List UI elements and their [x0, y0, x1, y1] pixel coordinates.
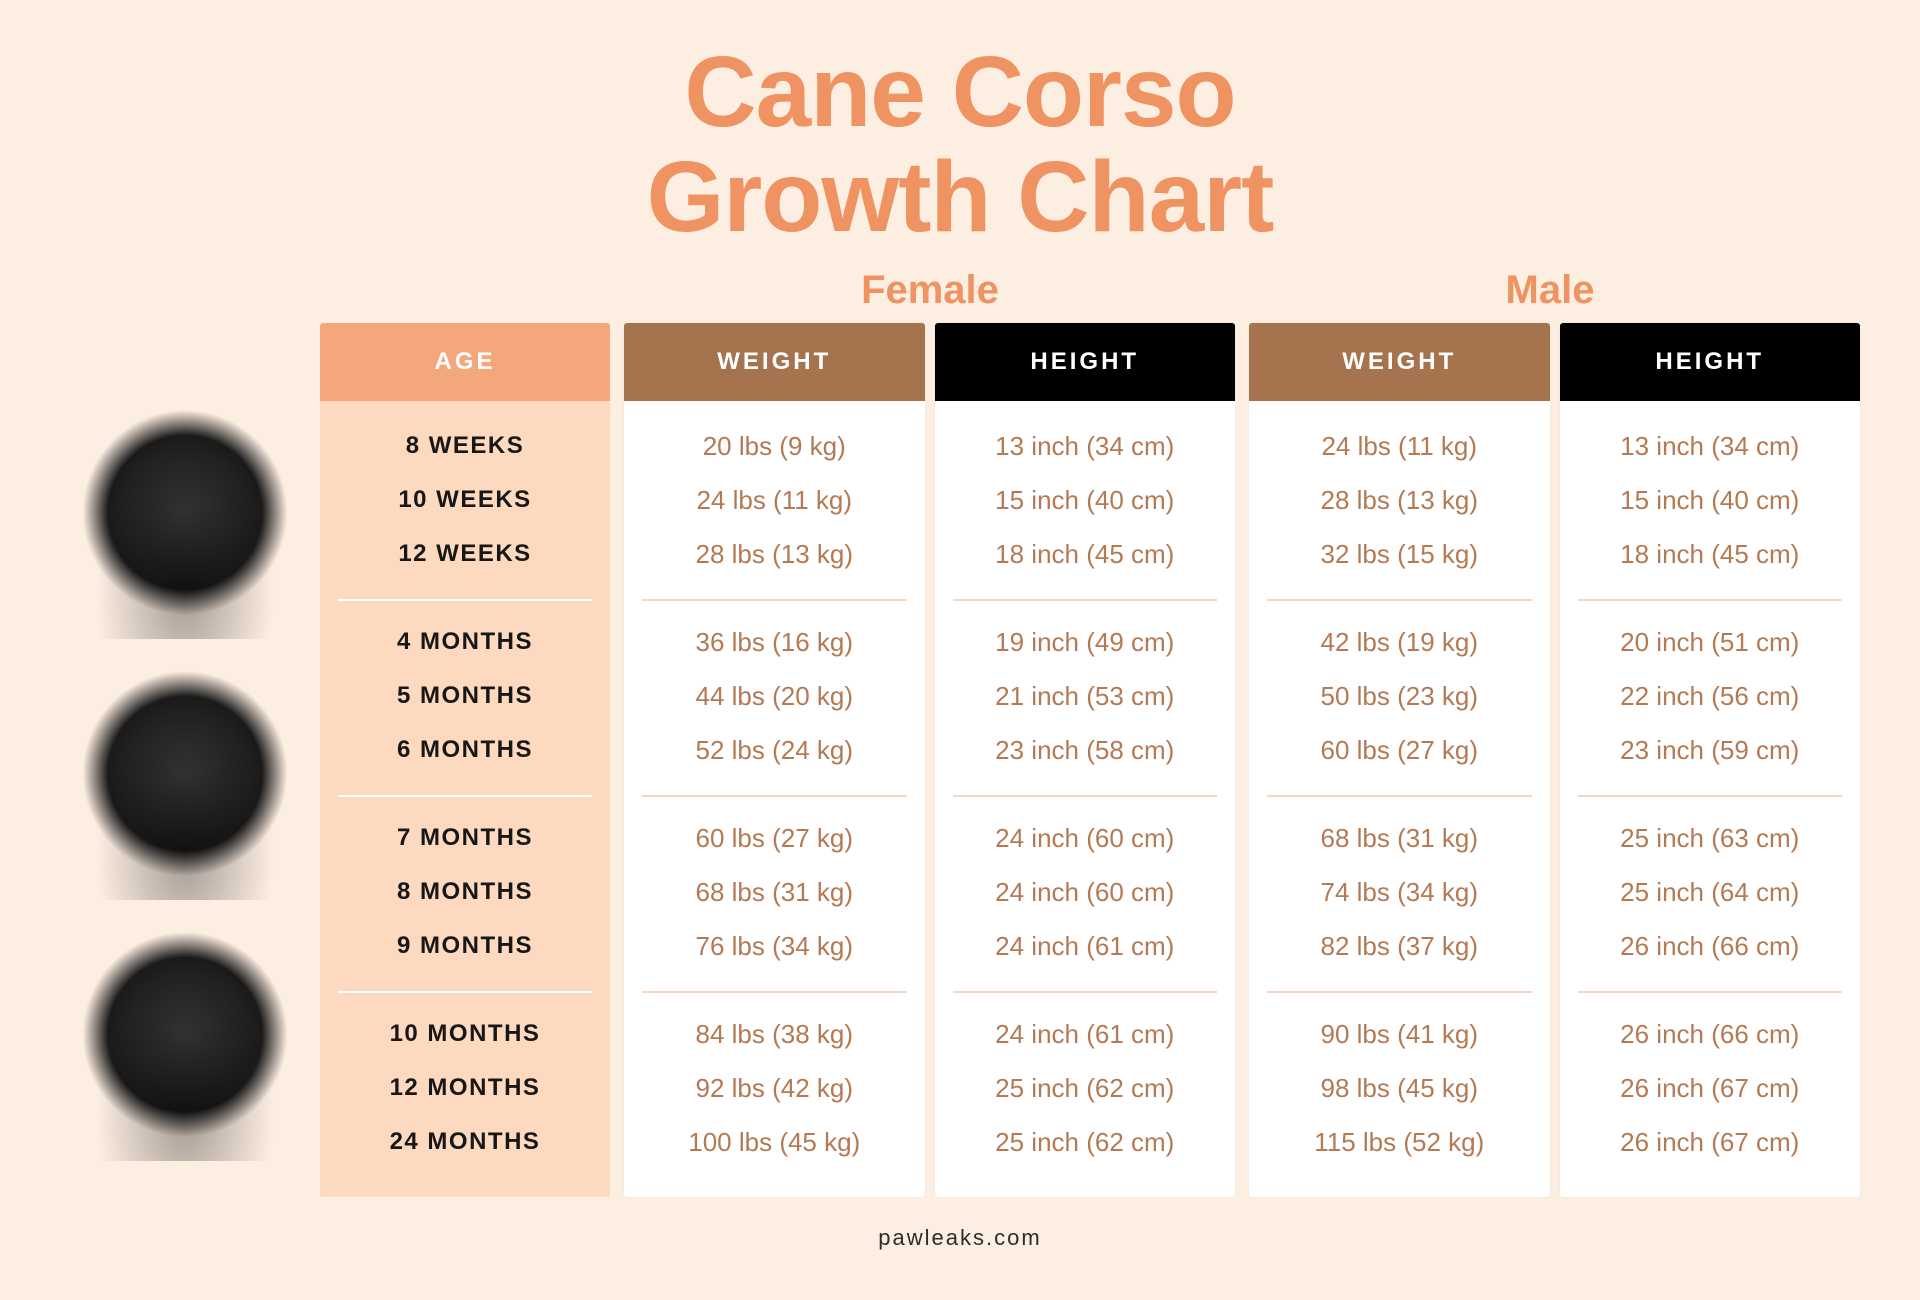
age-cell: 9 MONTHS: [338, 919, 592, 973]
data-cell: 82 lbs (37 kg): [1267, 919, 1532, 973]
data-cell: 76 lbs (34 kg): [642, 919, 907, 973]
data-cell: 98 lbs (45 kg): [1267, 1061, 1532, 1115]
data-cell: 15 inch (40 cm): [953, 473, 1218, 527]
data-cell: 26 inch (67 cm): [1578, 1061, 1843, 1115]
data-grid: AGE 8 WEEKS10 WEEKS12 WEEKS 4 MONTHS5 MON…: [320, 323, 1860, 1197]
dog-image-adult: [70, 931, 300, 1161]
age-cells: 8 WEEKS10 WEEKS12 WEEKS 4 MONTHS5 MONTHS6…: [320, 401, 610, 1197]
female-height-column: HEIGHT 13 inch (34 cm)15 inch (40 cm)18 …: [935, 323, 1236, 1197]
data-cell: 18 inch (45 cm): [1578, 527, 1843, 581]
data-cell: 44 lbs (20 kg): [642, 669, 907, 723]
data-cell: 25 inch (62 cm): [953, 1115, 1218, 1169]
data-cell: 32 lbs (15 kg): [1267, 527, 1532, 581]
data-cell: 26 inch (66 cm): [1578, 919, 1843, 973]
data-cell: 25 inch (63 cm): [1578, 811, 1843, 865]
age-cell: 24 MONTHS: [338, 1115, 592, 1169]
age-cell: 12 WEEKS: [338, 527, 592, 581]
data-cell: 92 lbs (42 kg): [642, 1061, 907, 1115]
data-cell: 115 lbs (52 kg): [1267, 1115, 1532, 1169]
data-cell: 24 lbs (11 kg): [1267, 419, 1532, 473]
female-height-cells: 13 inch (34 cm)15 inch (40 cm)18 inch (4…: [935, 401, 1236, 1197]
male-group: WEIGHT 24 lbs (11 kg)28 lbs (13 kg)32 lb…: [1249, 323, 1860, 1197]
male-weight-cells: 24 lbs (11 kg)28 lbs (13 kg)32 lbs (15 k…: [1249, 401, 1550, 1197]
age-cell: 8 MONTHS: [338, 865, 592, 919]
data-cell: 22 inch (56 cm): [1578, 669, 1843, 723]
female-weight-cells: 20 lbs (9 kg)24 lbs (11 kg)28 lbs (13 kg…: [624, 401, 925, 1197]
age-cell: 6 MONTHS: [338, 723, 592, 777]
data-cell: 24 inch (61 cm): [953, 1007, 1218, 1061]
gender-label-female: Female: [620, 268, 1240, 313]
age-cell: 10 MONTHS: [338, 1007, 592, 1061]
data-cell: 68 lbs (31 kg): [642, 865, 907, 919]
data-cell: 26 inch (67 cm): [1578, 1115, 1843, 1169]
data-cell: 90 lbs (41 kg): [1267, 1007, 1532, 1061]
female-group: WEIGHT 20 lbs (9 kg)24 lbs (11 kg)28 lbs…: [624, 323, 1235, 1197]
male-weight-column: WEIGHT 24 lbs (11 kg)28 lbs (13 kg)32 lb…: [1249, 323, 1550, 1197]
age-cell: 4 MONTHS: [338, 615, 592, 669]
age-column: AGE 8 WEEKS10 WEEKS12 WEEKS 4 MONTHS5 MON…: [320, 323, 610, 1197]
page-title: Cane Corso Growth Chart: [60, 40, 1860, 250]
footer-credit: pawleaks.com: [60, 1225, 1860, 1251]
female-weight-header: WEIGHT: [624, 323, 925, 401]
data-cell: 28 lbs (13 kg): [642, 527, 907, 581]
male-height-column: HEIGHT 13 inch (34 cm)15 inch (40 cm)18 …: [1560, 323, 1861, 1197]
female-height-header: HEIGHT: [935, 323, 1236, 401]
infographic-canvas: Cane Corso Growth Chart Female Male AGE …: [0, 0, 1920, 1300]
data-cell: 74 lbs (34 kg): [1267, 865, 1532, 919]
gender-header-row: Female Male: [620, 268, 1860, 313]
data-cell: 50 lbs (23 kg): [1267, 669, 1532, 723]
data-cell: 84 lbs (38 kg): [642, 1007, 907, 1061]
data-cell: 20 lbs (9 kg): [642, 419, 907, 473]
dog-image-column: [60, 323, 320, 1197]
data-cell: 23 inch (58 cm): [953, 723, 1218, 777]
data-cell: 24 inch (60 cm): [953, 811, 1218, 865]
data-cell: 28 lbs (13 kg): [1267, 473, 1532, 527]
data-cell: 19 inch (49 cm): [953, 615, 1218, 669]
dog-image-young: [70, 670, 300, 900]
female-weight-column: WEIGHT 20 lbs (9 kg)24 lbs (11 kg)28 lbs…: [624, 323, 925, 1197]
age-cell: 8 WEEKS: [338, 419, 592, 473]
data-cell: 23 inch (59 cm): [1578, 723, 1843, 777]
data-cell: 60 lbs (27 kg): [1267, 723, 1532, 777]
age-cell: 12 MONTHS: [338, 1061, 592, 1115]
data-cell: 21 inch (53 cm): [953, 669, 1218, 723]
male-height-cells: 13 inch (34 cm)15 inch (40 cm)18 inch (4…: [1560, 401, 1861, 1197]
dog-image-puppy: [70, 409, 300, 639]
age-cell: 10 WEEKS: [338, 473, 592, 527]
content-row: AGE 8 WEEKS10 WEEKS12 WEEKS 4 MONTHS5 MON…: [60, 323, 1860, 1197]
male-height-header: HEIGHT: [1560, 323, 1861, 401]
data-cell: 24 lbs (11 kg): [642, 473, 907, 527]
data-cell: 25 inch (62 cm): [953, 1061, 1218, 1115]
data-cell: 42 lbs (19 kg): [1267, 615, 1532, 669]
data-cell: 13 inch (34 cm): [1578, 419, 1843, 473]
data-cell: 20 inch (51 cm): [1578, 615, 1843, 669]
data-cell: 15 inch (40 cm): [1578, 473, 1843, 527]
age-cell: 7 MONTHS: [338, 811, 592, 865]
data-cell: 100 lbs (45 kg): [642, 1115, 907, 1169]
data-cell: 24 inch (61 cm): [953, 919, 1218, 973]
male-weight-header: WEIGHT: [1249, 323, 1550, 401]
data-cell: 25 inch (64 cm): [1578, 865, 1843, 919]
gender-label-male: Male: [1240, 268, 1860, 313]
data-cell: 24 inch (60 cm): [953, 865, 1218, 919]
age-header: AGE: [320, 323, 610, 401]
data-cell: 52 lbs (24 kg): [642, 723, 907, 777]
data-cell: 18 inch (45 cm): [953, 527, 1218, 581]
data-cell: 60 lbs (27 kg): [642, 811, 907, 865]
title-line-1: Cane Corso: [684, 36, 1235, 148]
data-cell: 36 lbs (16 kg): [642, 615, 907, 669]
age-cell: 5 MONTHS: [338, 669, 592, 723]
data-cell: 68 lbs (31 kg): [1267, 811, 1532, 865]
title-line-2: Growth Chart: [647, 141, 1274, 253]
data-cell: 26 inch (66 cm): [1578, 1007, 1843, 1061]
data-cell: 13 inch (34 cm): [953, 419, 1218, 473]
